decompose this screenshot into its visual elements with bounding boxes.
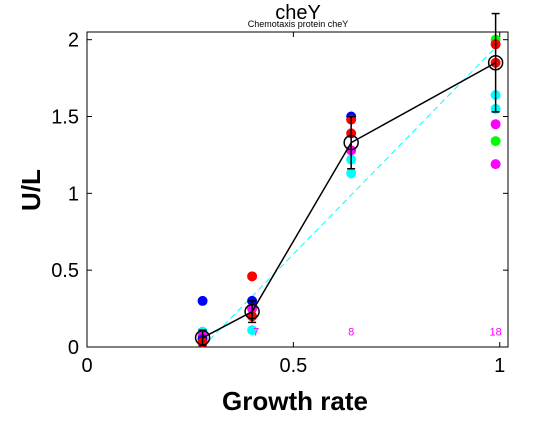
mean-marker [194,330,211,346]
plot-area [86,31,509,348]
mean-series-layer [194,12,504,347]
data-point [490,159,501,170]
y-axis-ticks: 0 0.5 1 1.5 2 [51,30,508,359]
data-point [346,168,357,179]
x-tick-label: 0 [81,355,92,377]
x-tick-label: 1 [494,355,505,377]
y-tick-label: 0 [68,337,79,359]
y-tick-label: 2 [68,30,79,52]
mean-marker [343,134,359,151]
chart-title: cheY [275,2,321,24]
mean-marker [244,303,260,320]
data-point [247,325,258,336]
mean-marker [487,54,504,71]
data-point [247,271,258,282]
y-tick-label: 0.5 [51,260,79,282]
data-point [197,295,208,306]
annotations-layer: 7 8 18 [253,327,502,339]
y-tick-label: 1 [68,183,79,205]
x-axis-ticks: 0 0.5 1 [81,32,505,377]
data-point [490,119,501,130]
chart-subtitle: Chemotaxis protein cheY [248,19,349,29]
x-tick-label: 0.5 [279,355,307,377]
annotation-label: 18 [489,327,501,339]
y-axis-label: U/L [16,169,46,211]
x-axis-label: Growth rate [222,386,368,416]
mean-line [202,62,496,339]
annotation-label: 8 [348,327,354,339]
y-tick-label: 1.5 [51,107,79,129]
annotation-label: 7 [253,327,259,339]
data-point [490,136,501,147]
